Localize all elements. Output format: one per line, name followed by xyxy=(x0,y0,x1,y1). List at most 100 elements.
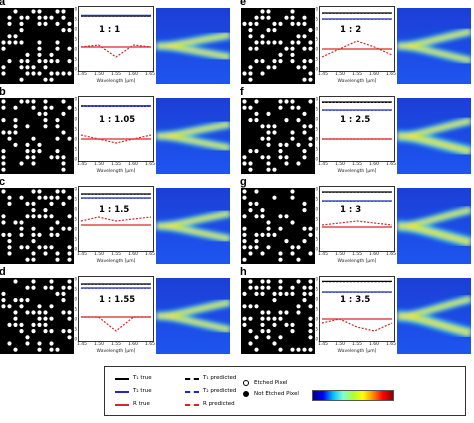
etched-pixel xyxy=(248,46,253,51)
etched-pixel xyxy=(1,298,6,303)
etched-pixel xyxy=(55,124,60,129)
x-tick-label: 1.45 xyxy=(317,72,329,77)
etched-pixel xyxy=(272,316,277,321)
etched-pixel xyxy=(19,322,24,327)
etched-pixel xyxy=(13,40,18,45)
etched-pixel xyxy=(296,40,301,45)
x-tick-label: 1.55 xyxy=(351,252,363,257)
y-ticks: 0 -5 -10 -15 -20 -25 -30 xyxy=(311,96,319,162)
etched-pixel xyxy=(31,155,36,160)
etched-pixel xyxy=(19,232,24,237)
etched-pixel xyxy=(272,167,277,172)
y-tick-label: -10 xyxy=(311,116,318,122)
etched-pixel xyxy=(242,21,247,26)
etched-pixel xyxy=(49,232,54,237)
etched-pixel xyxy=(284,310,289,315)
etched-pixel xyxy=(290,52,295,58)
etched-pixel xyxy=(308,28,313,33)
etched-pixel xyxy=(55,291,60,296)
etched-pixel xyxy=(43,105,48,110)
x-tick-label: 1.65 xyxy=(144,252,156,257)
y-tick-label: -15 xyxy=(311,306,318,312)
etched-pixel xyxy=(266,130,271,135)
etched-pixel xyxy=(278,310,283,315)
etched-pixel xyxy=(278,214,283,219)
panel-h: hTransmission [dB]0-5-10-15-20-25-301 : … xyxy=(240,266,474,360)
etched-pixel xyxy=(49,226,54,231)
y-tick-label: 0 xyxy=(315,6,318,12)
etched-pixel xyxy=(296,279,301,284)
etched-pixel xyxy=(290,105,295,110)
etched-pixel xyxy=(7,59,12,64)
etched-pixel xyxy=(260,291,265,296)
etched-pixel xyxy=(260,316,265,321)
etched-pixel xyxy=(43,195,48,200)
etched-pixel xyxy=(242,214,247,219)
etched-pixel xyxy=(1,46,6,51)
legend-etched: Etched Pixel xyxy=(254,380,288,386)
etched-pixel xyxy=(266,245,271,250)
etched-pixel xyxy=(67,71,72,76)
etched-pixel xyxy=(266,316,271,321)
x-axis-label: Wavelength [μm] xyxy=(337,169,377,174)
panel-letter: c xyxy=(0,176,6,188)
legend-r-true-line xyxy=(115,404,129,406)
y-tick-label: -25 xyxy=(70,326,77,332)
y-tick-label: 0 xyxy=(74,96,77,102)
etched-pixel xyxy=(25,71,30,76)
etched-pixel xyxy=(242,226,247,231)
etched-pixel xyxy=(308,316,313,321)
etched-pixel xyxy=(284,214,289,219)
etched-pixel xyxy=(7,40,12,45)
x-tick-label: 1.55 xyxy=(351,342,363,347)
legend-t2-pred: T₂ predicted xyxy=(203,388,237,394)
etched-pixel xyxy=(248,77,253,82)
panel-e: eTransmission [dB]0-5-10-15-20-25-301 : … xyxy=(240,0,474,90)
y-tick-label: 0 xyxy=(74,276,77,282)
etched-pixel xyxy=(55,59,60,64)
etched-pixel xyxy=(13,298,18,303)
panel-c: cTransmission [dB]0-5-10-15-20-25-301 : … xyxy=(0,176,237,270)
y-tick-label: -20 xyxy=(311,136,318,142)
etched-pixel xyxy=(266,142,271,147)
etched-pixel xyxy=(308,142,313,147)
x-tick-label: 1.65 xyxy=(144,162,156,167)
not-etched-pixel-icon xyxy=(243,391,249,397)
etched-pixel xyxy=(43,77,48,82)
etched-pixel xyxy=(254,304,259,309)
etched-pixel xyxy=(302,226,307,231)
y-tick-label: -30 xyxy=(70,66,77,72)
x-tick-label: 1.60 xyxy=(127,342,139,347)
etched-pixel xyxy=(49,195,54,200)
legend-r-true: R true xyxy=(133,401,150,407)
etched-pixel xyxy=(19,65,24,70)
etched-pixel xyxy=(25,310,30,315)
etched-pixel xyxy=(254,335,259,340)
etched-pixel xyxy=(254,245,259,250)
etched-pixel xyxy=(43,316,48,321)
etched-pixel xyxy=(254,111,259,116)
etched-pixel xyxy=(242,99,247,104)
etched-pixel xyxy=(49,245,54,250)
etched-pixel xyxy=(13,9,18,14)
etched-pixel xyxy=(55,46,60,51)
etched-pixel xyxy=(67,329,72,334)
etched-pixel xyxy=(31,136,36,141)
panel-a: aTransmission [dB]0-5-10-15-20-25-301 : … xyxy=(0,0,237,90)
etched-pixel xyxy=(266,15,271,20)
etched-pixel xyxy=(55,149,60,154)
etched-pixel xyxy=(308,347,313,352)
etched-pixel xyxy=(43,118,48,123)
etched-pixel xyxy=(272,124,277,129)
etched-pixel xyxy=(49,329,54,334)
y-tick-label: -25 xyxy=(311,146,318,152)
etched-pixel xyxy=(278,105,283,110)
legend-t2-true-line xyxy=(115,391,129,393)
etched-pixel xyxy=(260,279,265,284)
etched-pixel xyxy=(49,279,54,284)
etched-pixel xyxy=(302,285,307,290)
etched-pixel xyxy=(278,21,283,26)
etched-pixel xyxy=(31,99,36,104)
etched-pixel xyxy=(19,298,24,303)
etched-pixel xyxy=(266,285,271,290)
